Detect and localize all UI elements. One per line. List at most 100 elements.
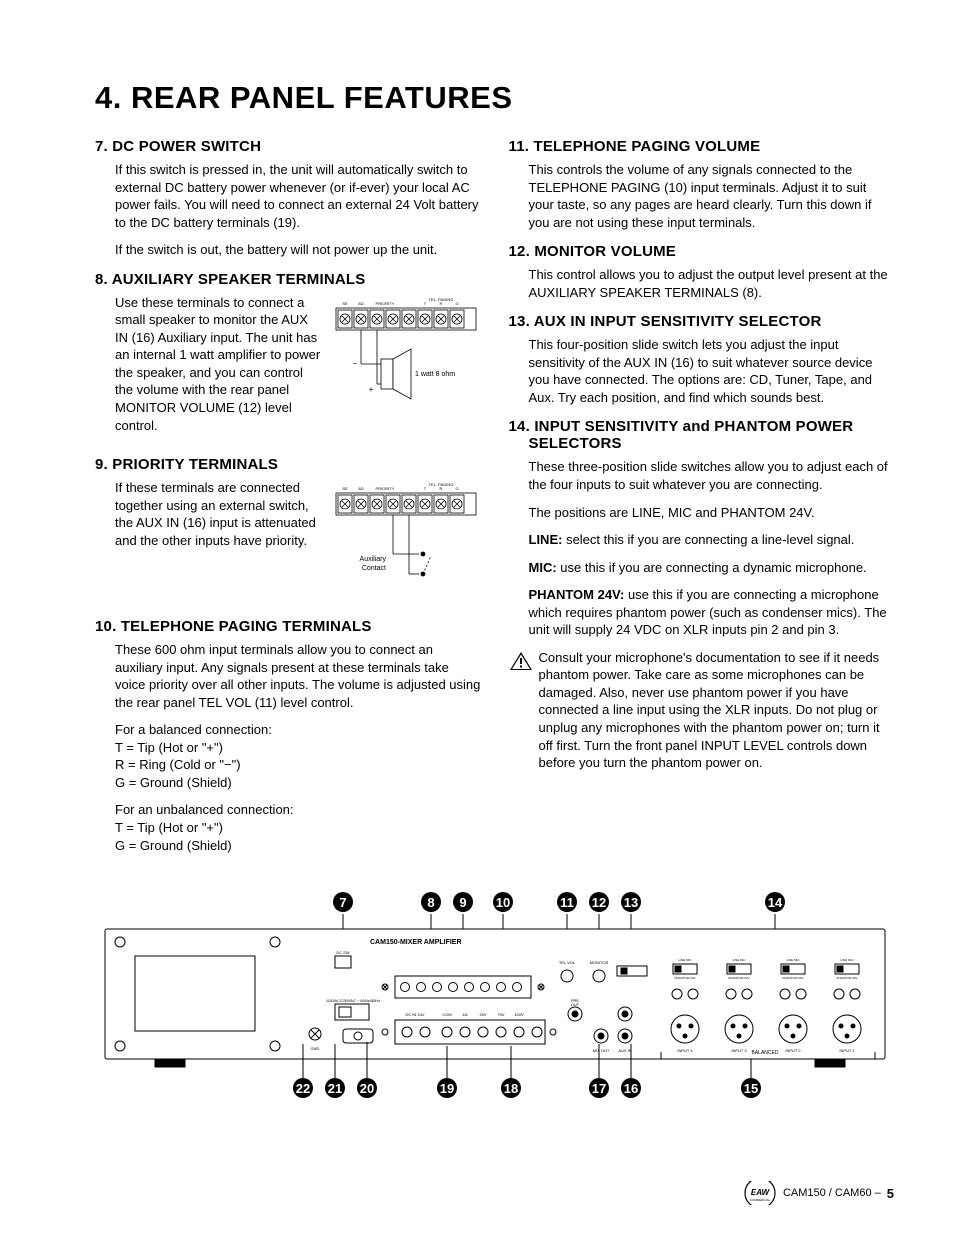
- callout-16: 16: [621, 1078, 641, 1098]
- eaw-logo-icon: EAW COMMERCIAL: [743, 1181, 777, 1205]
- para-14-phantom: PHANTOM 24V: use this if you are connect…: [509, 586, 895, 639]
- warning-icon: [509, 651, 533, 671]
- svg-text:PRIORITY: PRIORITY: [375, 301, 394, 306]
- para-14-2: The positions are LINE, MIC and PHANTOM …: [509, 504, 895, 522]
- heading-14: 14. INPUT SENSITIVITY and PHANTOM POWER …: [509, 418, 895, 452]
- callout-21: 21: [325, 1078, 345, 1098]
- para-14-1: These three-position slide switches allo…: [509, 458, 895, 493]
- svg-text:8Ω: 8Ω: [358, 301, 363, 306]
- para-7-1: If this switch is pressed in, the unit w…: [95, 161, 481, 231]
- para-12-1: This control allows you to adjust the ou…: [509, 266, 895, 301]
- svg-text:G: G: [455, 301, 458, 306]
- svg-text:COM: COM: [442, 1012, 451, 1017]
- para-10-2c: G = Ground (Shield): [95, 774, 481, 792]
- svg-text:MIX OUT: MIX OUT: [593, 1048, 610, 1053]
- right-column: 11. TELEPHONE PAGING VOLUME This control…: [509, 126, 895, 854]
- svg-text:PHANTOM 24V: PHANTOM 24V: [782, 976, 803, 980]
- callout-14: 14: [765, 892, 785, 912]
- phantom-label: PHANTOM 24V:: [529, 587, 625, 602]
- svg-text:MONITOR: MONITOR: [590, 960, 609, 965]
- svg-text:INPUT 1: INPUT 1: [839, 1048, 855, 1053]
- para-10-3: For an unbalanced connection:: [95, 801, 481, 819]
- heading-7: 7. DC POWER SWITCH: [95, 138, 481, 155]
- svg-text:BALANCED: BALANCED: [752, 1050, 779, 1056]
- svg-text:INPUT 3: INPUT 3: [731, 1048, 747, 1053]
- svg-text:GND: GND: [311, 1046, 320, 1051]
- page-number: 5: [887, 1186, 894, 1201]
- svg-text:DC SW: DC SW: [336, 950, 350, 955]
- svg-text:SE: SE: [342, 301, 348, 306]
- mic-label: MIC:: [529, 560, 557, 575]
- para-11-1: This controls the volume of any signals …: [509, 161, 895, 231]
- heading-12: 12. MONITOR VOLUME: [509, 243, 895, 260]
- footer-text: CAM150 / CAM60 –: [783, 1187, 881, 1199]
- callout-19: 19: [437, 1078, 457, 1098]
- para-7-2: If the switch is out, the battery will n…: [95, 241, 481, 259]
- svg-text:−: −: [352, 359, 357, 368]
- svg-text:OUT: OUT: [571, 1002, 580, 1007]
- callout-17: 17: [589, 1078, 609, 1098]
- svg-text:70V: 70V: [497, 1012, 504, 1017]
- heading-8: 8. AUXILIARY SPEAKER TERMINALS: [95, 271, 481, 288]
- svg-text:LINE MIC: LINE MIC: [678, 958, 692, 962]
- callout-8: 8: [421, 892, 441, 912]
- svg-text:COMMERCIAL: COMMERCIAL: [750, 1198, 771, 1202]
- svg-text:PHANTOM 24V: PHANTOM 24V: [836, 976, 857, 980]
- svg-text:INPUT 4: INPUT 4: [677, 1048, 693, 1053]
- warning-block: Consult your microphone's documentation …: [509, 649, 895, 772]
- svg-text:TEL VOL: TEL VOL: [559, 960, 576, 965]
- callout-18: 18: [501, 1078, 521, 1098]
- callout-12: 12: [589, 892, 609, 912]
- para-10-2a: T = Tip (Hot or "+"): [95, 739, 481, 757]
- callout-7: 7: [333, 892, 353, 912]
- para-10-3a: T = Tip (Hot or "+"): [95, 819, 481, 837]
- svg-text:DC IN 24V: DC IN 24V: [405, 1012, 424, 1017]
- svg-text:1 watt 8 ohm: 1 watt 8 ohm: [415, 371, 455, 378]
- heading-10: 10. TELEPHONE PAGING TERMINALS: [95, 618, 481, 635]
- diagram-priority: SE 8Ω PRIORITY T R G TEL. PAGING Auxilia…: [331, 479, 481, 594]
- callout-9: 9: [453, 892, 473, 912]
- mic-text: use this if you are connecting a dynamic…: [557, 560, 867, 575]
- callout-13: 13: [621, 892, 641, 912]
- para-14-mic: MIC: use this if you are connecting a dy…: [509, 559, 895, 577]
- callout-20: 20: [357, 1078, 377, 1098]
- para-13-1: This four-position slide switch lets you…: [509, 336, 895, 406]
- heading-9: 9. PRIORITY TERMINALS: [95, 456, 481, 473]
- para-10-3b: G = Ground (Shield): [95, 837, 481, 855]
- svg-text:8Ω: 8Ω: [358, 486, 363, 491]
- callout-10: 10: [493, 892, 513, 912]
- callout-22: 22: [293, 1078, 313, 1098]
- svg-text:SE: SE: [342, 486, 348, 491]
- callout-15: 15: [741, 1078, 761, 1098]
- svg-text:EAW: EAW: [751, 1188, 771, 1197]
- two-column-layout: 7. DC POWER SWITCH If this switch is pre…: [95, 126, 894, 854]
- para-14-line: LINE: select this if you are connecting …: [509, 531, 895, 549]
- svg-text:PHANTOM 24V: PHANTOM 24V: [674, 976, 695, 980]
- para-10-2b: R = Ring (Cold or "−"): [95, 756, 481, 774]
- svg-text:INPUT 2: INPUT 2: [785, 1048, 801, 1053]
- para-10-2: For a balanced connection:: [95, 721, 481, 739]
- page-title: 4. REAR PANEL FEATURES: [95, 80, 894, 116]
- page-footer: EAW COMMERCIAL CAM150 / CAM60 – 5: [743, 1181, 894, 1205]
- svg-text:CAM150-MIXER AMPLIFIER: CAM150-MIXER AMPLIFIER: [370, 939, 462, 946]
- heading-13: 13. AUX IN INPUT SENSITIVITY SELECTOR: [509, 313, 895, 330]
- svg-text:AUX IN: AUX IN: [618, 1048, 631, 1053]
- svg-text:PRIORITY: PRIORITY: [375, 486, 394, 491]
- svg-text:100V: 100V: [514, 1012, 524, 1017]
- svg-text:LINE MIC: LINE MIC: [786, 958, 800, 962]
- svg-text:TEL. PAGING: TEL. PAGING: [428, 297, 453, 302]
- svg-text:LINE MIC: LINE MIC: [732, 958, 746, 962]
- svg-text:PHANTOM 24V: PHANTOM 24V: [728, 976, 749, 980]
- para-10-1: These 600 ohm input terminals allow you …: [95, 641, 481, 711]
- line-label: LINE:: [529, 532, 563, 547]
- svg-text:TEL. PAGING: TEL. PAGING: [428, 482, 453, 487]
- callout-11: 11: [557, 892, 577, 912]
- svg-text:LINE MIC: LINE MIC: [840, 958, 854, 962]
- svg-text:4Ω: 4Ω: [462, 1012, 467, 1017]
- svg-text:115VAC/230VAC ~ 60Hz/50Hz: 115VAC/230VAC ~ 60Hz/50Hz: [326, 998, 380, 1003]
- svg-text:T: T: [423, 301, 426, 306]
- svg-text:T: T: [423, 486, 426, 491]
- svg-text:25V: 25V: [479, 1012, 486, 1017]
- svg-text:G: G: [455, 486, 458, 491]
- svg-text:+: +: [368, 385, 373, 394]
